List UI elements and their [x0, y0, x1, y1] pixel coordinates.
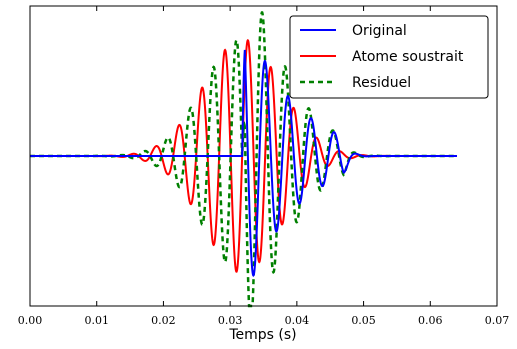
- legend: Original Atome soustrait Residuel: [289, 15, 489, 99]
- x-axis-label: Temps (s): [228, 327, 296, 343]
- x-tick-label: 0.04: [285, 314, 310, 327]
- x-tick-label: 0.05: [351, 314, 376, 327]
- plot-frame: [29, 5, 498, 307]
- x-tick-label: 0.07: [485, 314, 510, 327]
- legend-box: [289, 15, 489, 99]
- x-tick-label: 0.06: [418, 314, 443, 327]
- x-tick-label: 0.03: [218, 314, 243, 327]
- x-tick-label: 0.00: [18, 314, 43, 327]
- legend-label-atome: Atome soustrait: [352, 49, 464, 65]
- x-axis: 0.00 0.01 0.02 0.03 0.04 0.05 0.06 0.07: [18, 6, 510, 327]
- x-tick-label: 0.02: [151, 314, 176, 327]
- x-tick-label: 0.01: [84, 314, 109, 327]
- legend-label-original: Original: [352, 23, 407, 39]
- plot-lines: [30, 11, 457, 308]
- legend-label-residuel: Residuel: [352, 75, 411, 91]
- series-line-original: [30, 49, 457, 278]
